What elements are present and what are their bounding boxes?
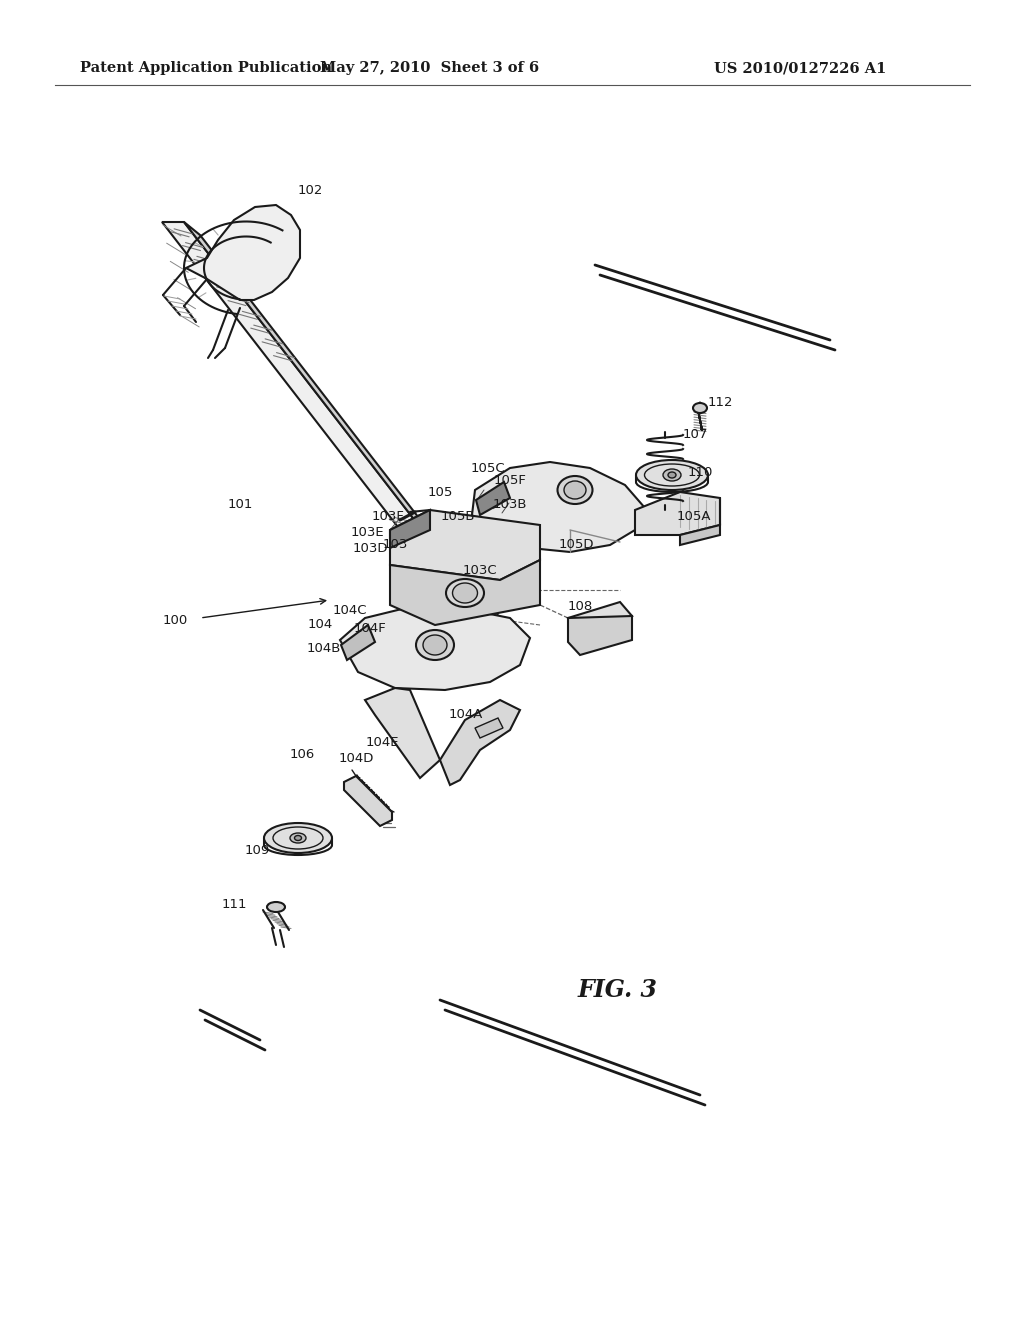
Text: 105D: 105D — [558, 539, 594, 552]
Text: 105C: 105C — [471, 462, 505, 474]
Text: Patent Application Publication: Patent Application Publication — [80, 61, 332, 75]
Text: 104C: 104C — [333, 603, 368, 616]
Text: 103: 103 — [382, 539, 408, 552]
Polygon shape — [390, 510, 540, 579]
Polygon shape — [162, 222, 488, 615]
Text: 103F: 103F — [372, 510, 404, 523]
Text: 102: 102 — [297, 183, 323, 197]
Text: 104: 104 — [307, 619, 333, 631]
Polygon shape — [365, 688, 440, 777]
Polygon shape — [568, 616, 632, 655]
Text: 101: 101 — [227, 499, 253, 511]
Polygon shape — [635, 492, 720, 535]
Text: 103E: 103E — [350, 525, 384, 539]
Polygon shape — [390, 560, 540, 624]
Ellipse shape — [423, 635, 447, 655]
Text: 103D: 103D — [352, 541, 388, 554]
Ellipse shape — [264, 822, 332, 853]
Ellipse shape — [557, 477, 593, 504]
Text: 105A: 105A — [677, 510, 712, 523]
Text: FIG. 3: FIG. 3 — [578, 978, 658, 1002]
Text: US 2010/0127226 A1: US 2010/0127226 A1 — [714, 61, 886, 75]
Text: 104D: 104D — [338, 751, 374, 764]
Ellipse shape — [636, 459, 708, 490]
Ellipse shape — [564, 480, 586, 499]
Polygon shape — [475, 718, 503, 738]
Text: 104E: 104E — [366, 735, 398, 748]
Text: 111: 111 — [221, 898, 247, 911]
Text: 108: 108 — [567, 599, 593, 612]
Polygon shape — [440, 700, 520, 785]
Text: 110: 110 — [687, 466, 713, 479]
Ellipse shape — [663, 469, 681, 480]
Text: 109: 109 — [245, 843, 269, 857]
Text: 107: 107 — [682, 429, 708, 441]
Text: 104B: 104B — [307, 642, 341, 655]
Text: 106: 106 — [290, 748, 314, 762]
Text: May 27, 2010  Sheet 3 of 6: May 27, 2010 Sheet 3 of 6 — [321, 61, 540, 75]
Ellipse shape — [295, 836, 301, 841]
Ellipse shape — [290, 833, 306, 843]
Ellipse shape — [446, 579, 484, 607]
Text: 104F: 104F — [353, 622, 386, 635]
Text: 105F: 105F — [494, 474, 526, 487]
Text: 112: 112 — [708, 396, 733, 408]
Polygon shape — [184, 222, 504, 628]
Text: 105: 105 — [427, 486, 453, 499]
Polygon shape — [680, 525, 720, 545]
Polygon shape — [340, 607, 530, 690]
Text: 100: 100 — [163, 614, 187, 627]
Polygon shape — [472, 462, 645, 552]
Ellipse shape — [453, 583, 477, 603]
Polygon shape — [341, 624, 375, 660]
Ellipse shape — [476, 609, 498, 626]
Polygon shape — [568, 602, 632, 632]
Text: 104A: 104A — [449, 709, 483, 722]
Text: 103B: 103B — [493, 499, 527, 511]
Polygon shape — [344, 776, 392, 826]
Ellipse shape — [668, 473, 676, 478]
Polygon shape — [186, 205, 300, 300]
Text: 105B: 105B — [440, 511, 475, 524]
Polygon shape — [476, 482, 510, 515]
Text: 103C: 103C — [463, 564, 498, 577]
Ellipse shape — [693, 403, 707, 413]
Polygon shape — [390, 510, 430, 548]
Ellipse shape — [416, 630, 454, 660]
Ellipse shape — [267, 902, 285, 912]
